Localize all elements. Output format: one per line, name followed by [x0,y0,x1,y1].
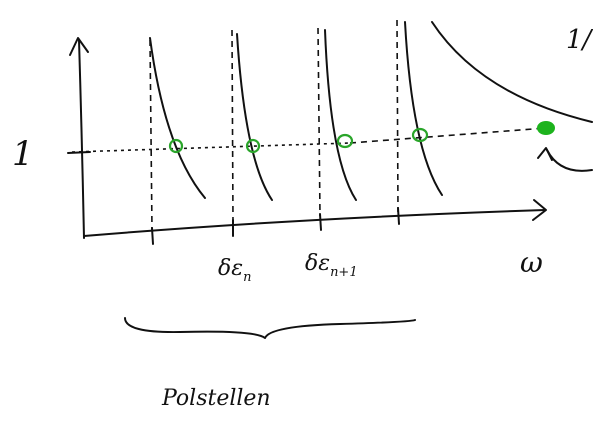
label-text: δε [218,256,243,281]
sketch: 1 1/ δεn δεn+1 ω Polstellen [0,0,593,422]
label-brace: Polstellen [161,386,271,411]
label-omega: ω [520,246,543,279]
label-sub: n [243,270,251,285]
label-text: δε [305,251,330,276]
label-top-right: 1/ [566,25,593,55]
label-sub: n+1 [330,265,358,280]
marker-filled [537,121,555,135]
label-one: 1 [12,134,34,174]
